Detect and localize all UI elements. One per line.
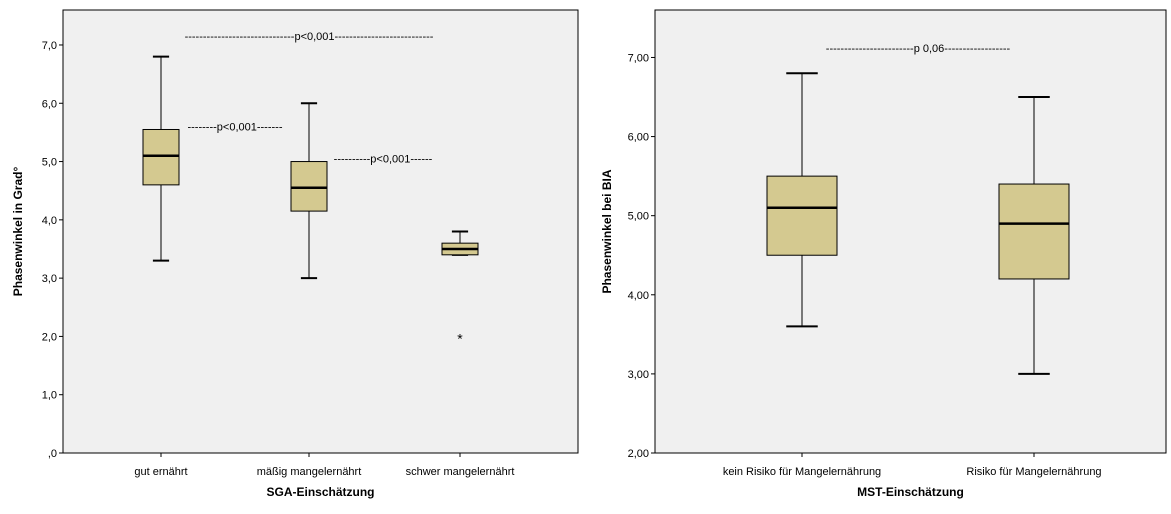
y-tick-label: 2,00: [628, 448, 649, 460]
significance-annotation: ----------p<0,001------: [334, 154, 433, 166]
iqr-box: [142, 128, 180, 186]
chart-sga: Phasenwinkel in Grad° SGA-Einschätzung ,…: [11, 9, 579, 499]
box-1: [142, 55, 180, 262]
y-tick-label: 6,0: [42, 98, 57, 110]
x-tick-label: schwer mangelernährt: [406, 466, 515, 478]
x-axis-title: MST-Einschätzung: [857, 485, 964, 499]
box-3: *: [441, 230, 479, 346]
y-tick-label: 6,00: [628, 132, 649, 144]
plot-area: [62, 9, 579, 454]
iqr-box: [290, 161, 328, 212]
box-2: [998, 96, 1070, 375]
box-2: [290, 102, 328, 280]
x-axis-title: SGA-Einschätzung: [266, 485, 374, 499]
y-tick-label: ,0: [48, 448, 57, 460]
y-tick-label: 7,00: [628, 52, 649, 64]
y-tick-label: 5,00: [628, 211, 649, 223]
x-tick-label: kein Risiko für Mangelernährung: [723, 466, 881, 478]
y-tick-label: 5,0: [42, 157, 57, 169]
box-1: [766, 72, 838, 328]
y-tick-label: 3,0: [42, 273, 57, 285]
y-tick-label: 2,0: [42, 331, 57, 343]
x-tick-label: Risiko für Mangelernährung: [966, 466, 1101, 478]
x-tick-label: gut ernährt: [134, 466, 187, 478]
y-axis-title: Phasenwinkel bei BIA: [600, 169, 614, 293]
y-tick-label: 1,0: [42, 390, 57, 402]
significance-annotation: --------p<0,001-------: [187, 122, 282, 134]
chart-mst: Phasenwinkel bei BIA MST-Einschätzung 2,…: [600, 9, 1167, 499]
x-tick-label: mäßig mangelernährt: [257, 466, 362, 478]
y-tick-label: 3,00: [628, 369, 649, 381]
iqr-box: [766, 175, 838, 256]
significance-annotation: ------------------------p 0,06----------…: [826, 43, 1011, 55]
y-tick-label: 4,0: [42, 215, 57, 227]
significance-annotation: ------------------------------p<0,001---…: [185, 31, 434, 43]
y-tick-label: 4,00: [628, 290, 649, 302]
plot-area: [654, 9, 1167, 454]
outlier-marker: *: [457, 330, 463, 346]
y-axis-title: Phasenwinkel in Grad°: [11, 167, 25, 297]
iqr-box: [998, 183, 1070, 280]
y-tick-label: 7,0: [42, 40, 57, 52]
